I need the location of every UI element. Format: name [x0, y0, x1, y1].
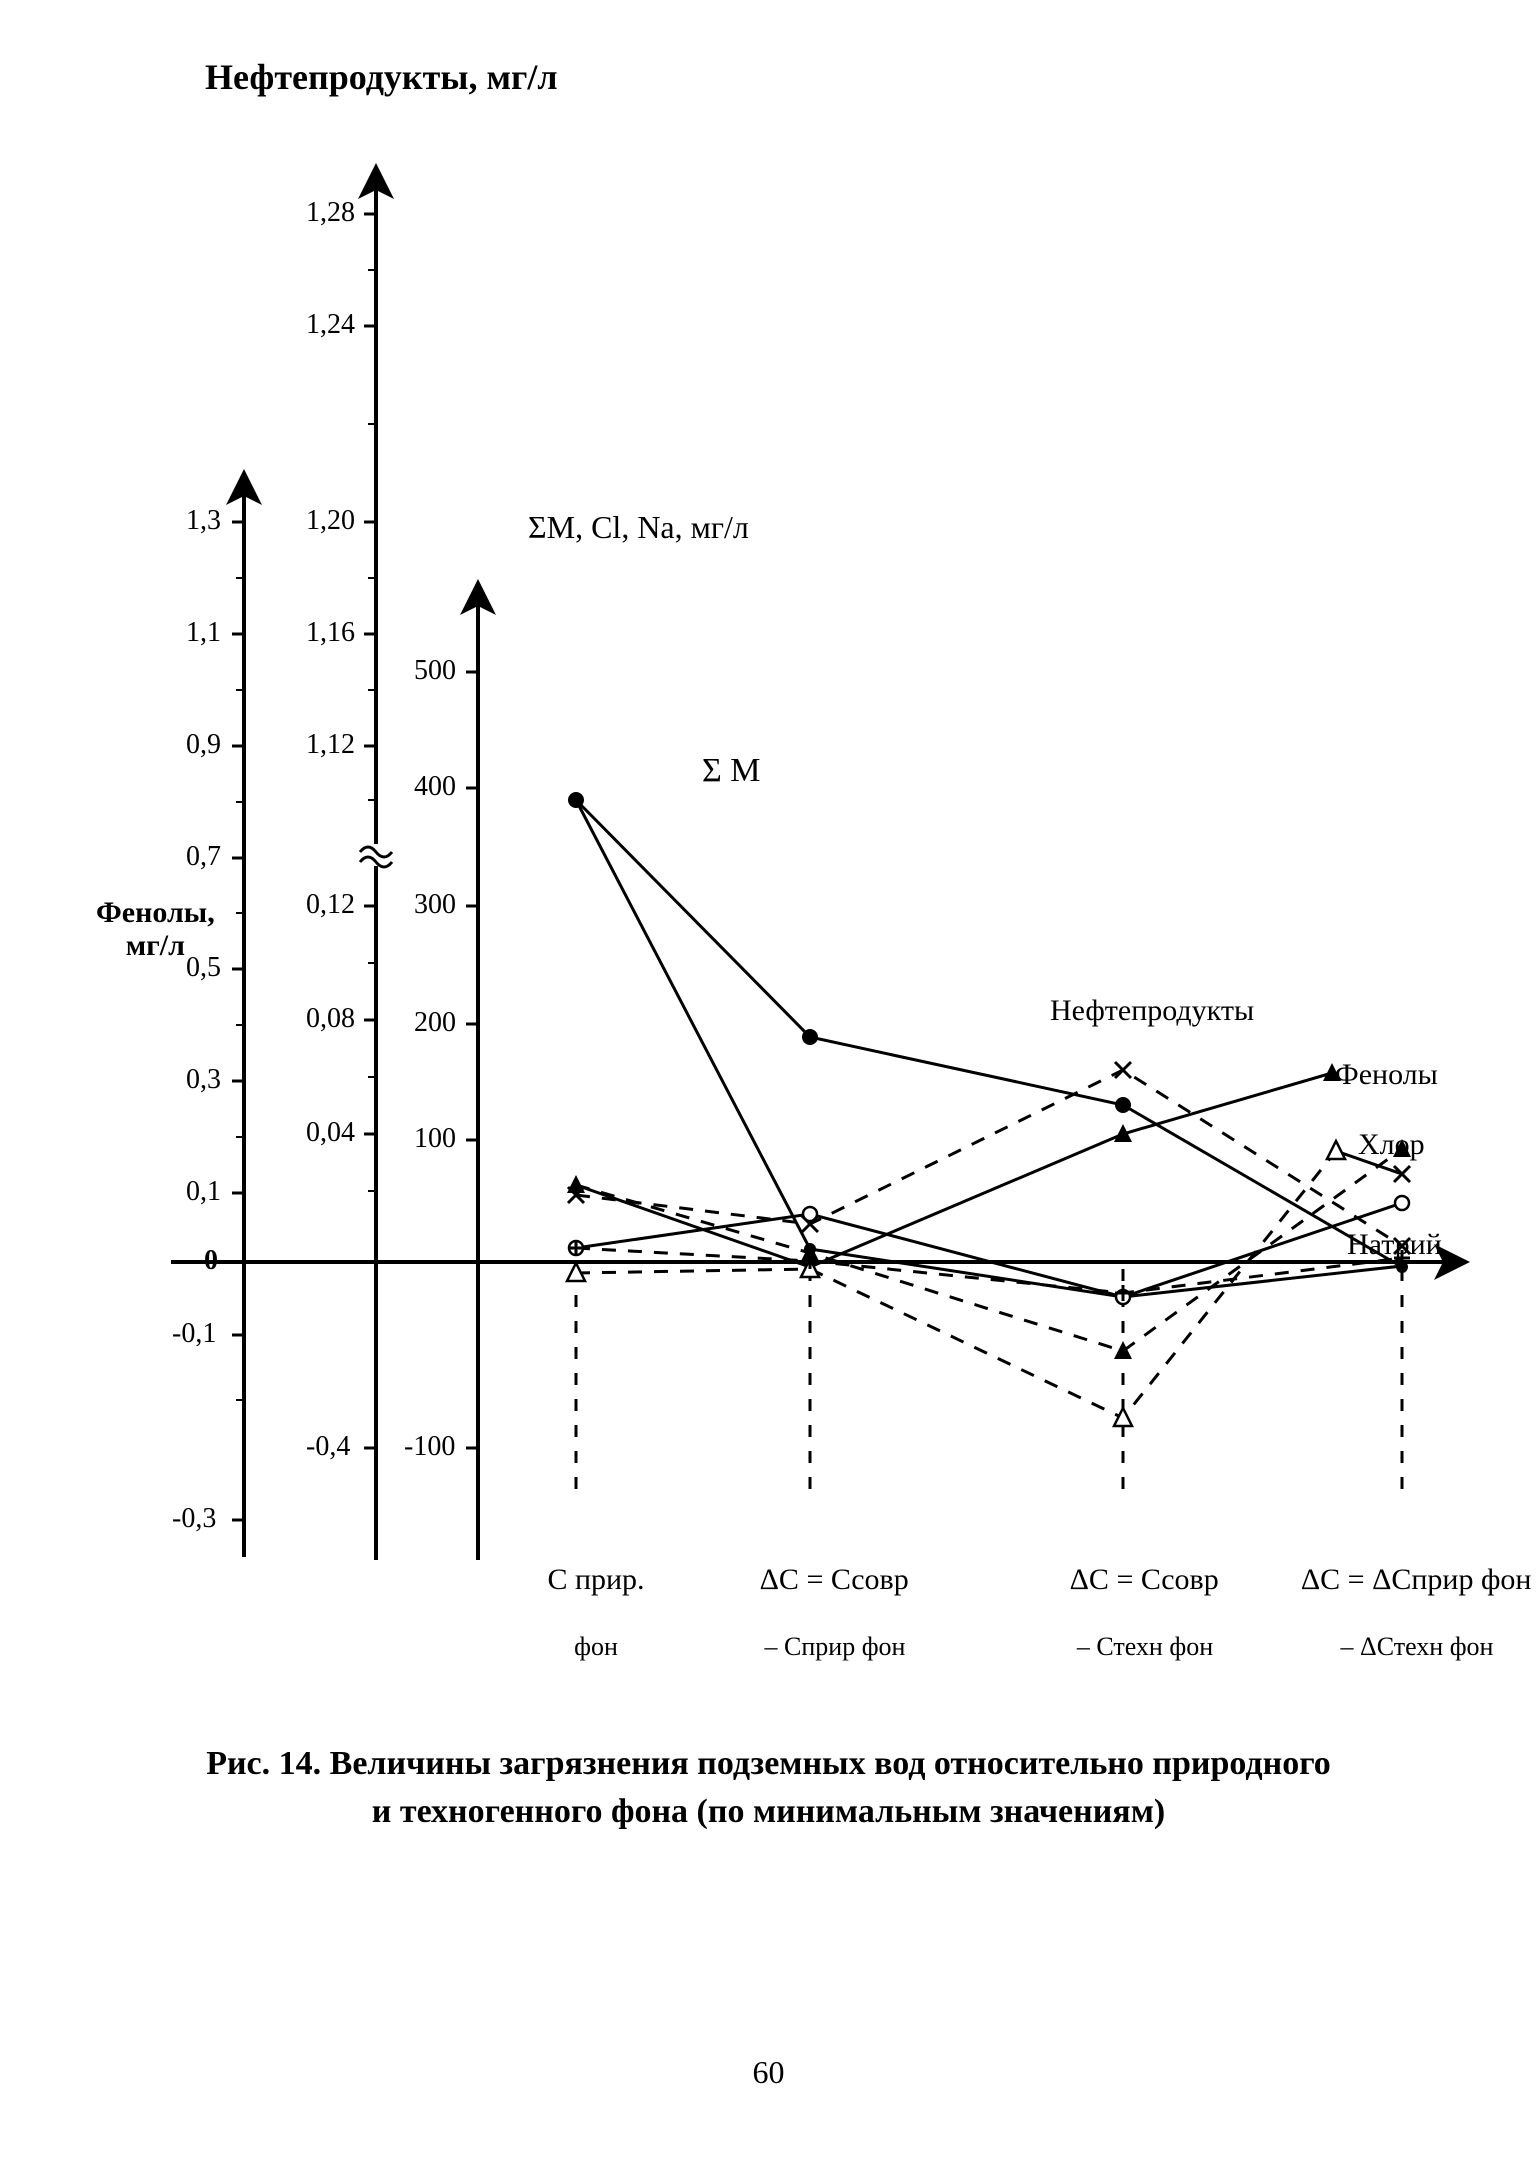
figure-caption-line1: Рис. 14. Величины загрязнения подземных … — [0, 1745, 1537, 1782]
petroleum-axis-title: Нефтепродукты, мг/л — [205, 58, 558, 98]
x-category: ΔС = Ссовр – Сприр фон — [690, 1530, 950, 1695]
phenols-tick: -0,3 — [172, 1504, 216, 1535]
petrol-tick: 1,24 — [306, 310, 355, 341]
phenols-tick: 0,9 — [186, 730, 221, 761]
petrol-tick: 0,04 — [306, 1118, 355, 1149]
x-cat-line: ΔС = Ссовр — [760, 1563, 909, 1596]
x-axis — [171, 1262, 1452, 1490]
x-category: С прир. фон — [516, 1530, 646, 1695]
mclna-axis-title: ΣМ, Cl, Na, мг/л — [528, 510, 749, 545]
petrol-tick: 0,12 — [306, 890, 355, 921]
x-cat-line: фон — [574, 1632, 618, 1661]
phenols-tick: 1,3 — [186, 506, 221, 537]
series-label-phenols: Фенолы — [1335, 1058, 1438, 1091]
chart-svg — [0, 0, 1537, 2169]
petrol-tick: 1,28 — [306, 198, 355, 229]
page: Нефтепродукты, мг/л Фенолы, мг/л ΣМ, Cl,… — [0, 0, 1537, 2169]
series-label-sodium: Натрий — [1347, 1228, 1442, 1261]
axis-mclna — [466, 597, 478, 1560]
mclna-tick: 200 — [414, 1008, 456, 1039]
series-petroleum — [576, 1070, 1402, 1246]
phenols-tick: 0,7 — [186, 842, 221, 873]
mclna-tick: 300 — [414, 890, 456, 921]
phenols-tick: 0 — [204, 1246, 218, 1277]
series-phenols-b — [576, 1149, 1402, 1351]
series-chlorine-b — [576, 1203, 1402, 1297]
axis-petroleum — [360, 181, 392, 1560]
markers — [567, 792, 1411, 1426]
series-sigmam-a — [576, 800, 1402, 1267]
series-label-petroleum: Нефтепродукты — [1050, 994, 1254, 1027]
petrol-tick: 1,20 — [306, 506, 355, 537]
data-series — [576, 800, 1402, 1418]
phenols-tick: 0,1 — [186, 1177, 221, 1208]
petrol-tick: -0,4 — [306, 1432, 350, 1463]
phenols-tick: 1,1 — [186, 618, 221, 649]
axis-phenols — [232, 487, 244, 1557]
petrol-tick: 1,12 — [306, 730, 355, 761]
phenols-tick: 0,3 — [186, 1065, 221, 1096]
phenols-tick: 0,5 — [186, 953, 221, 984]
series-phenols-a — [576, 1073, 1332, 1267]
x-category: ΔС = Ссовр – Стехн фон — [1000, 1530, 1260, 1695]
x-category: ΔС = ΔСприр фон – ΔСтехн фон — [1262, 1530, 1537, 1695]
x-cat-line: – Сприр фон — [765, 1632, 906, 1661]
page-number: 60 — [0, 2055, 1537, 2090]
x-cat-line: ΔС = ΔСприр фон — [1301, 1563, 1532, 1596]
mclna-tick: 100 — [414, 1124, 456, 1155]
mclna-tick: 400 — [414, 772, 456, 803]
phenols-tick: -0,1 — [172, 1319, 216, 1350]
x-cat-line: С прир. — [547, 1563, 644, 1596]
series-sodium — [576, 1248, 1402, 1293]
series-label-chlorine: Хлор — [1358, 1128, 1425, 1161]
mclna-tick: 500 — [414, 656, 456, 687]
petrol-tick: 1,16 — [306, 618, 355, 649]
mclna-tick: -100 — [404, 1432, 455, 1463]
petrol-tick: 0,08 — [306, 1004, 355, 1035]
figure-caption-line2: и техногенного фона (по минимальным знач… — [0, 1793, 1537, 1830]
x-cat-line: – ΔСтехн фон — [1341, 1632, 1494, 1661]
series-sigmam-b — [576, 800, 1402, 1297]
x-cat-line: ΔС = Ссовр — [1070, 1563, 1219, 1596]
x-cat-line: – Стехн фон — [1077, 1632, 1213, 1661]
series-label-sigmam: Σ М — [702, 752, 761, 789]
